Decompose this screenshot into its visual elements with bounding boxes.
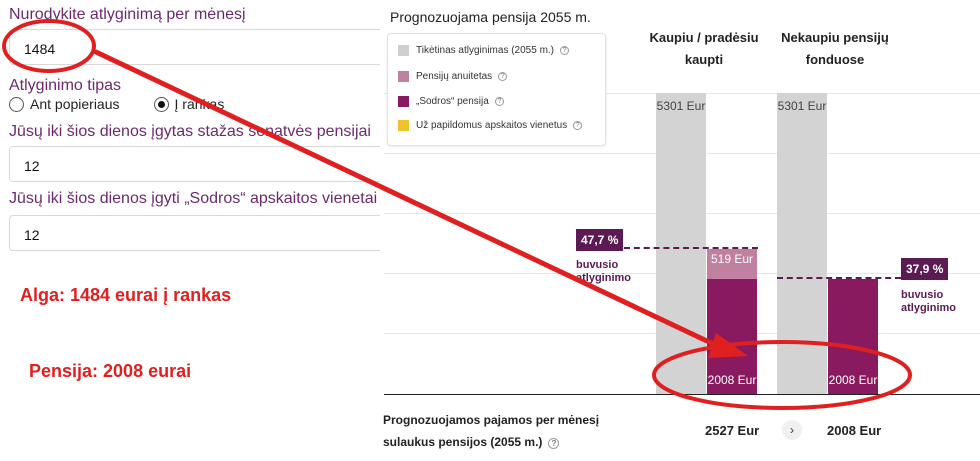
help-icon[interactable]: ? <box>498 72 508 81</box>
chart-title: Prognozuojama pensija 2055 m. <box>390 9 591 25</box>
legend-swatch <box>398 96 409 107</box>
note-line: atlyginimo <box>901 302 957 314</box>
bar-salary-accumulating <box>656 93 706 394</box>
legend-label: Pensijų anuitetas <box>416 71 493 82</box>
note-line: buvusio <box>576 259 619 271</box>
help-icon[interactable]: ? <box>573 121 583 130</box>
seniority-input[interactable]: 12 <box>9 146 380 182</box>
chart-baseline <box>384 394 980 395</box>
replacement-rate-note: buvusio atlyginimo <box>901 289 956 315</box>
column-header-line: fonduose <box>805 52 865 67</box>
column-header-accumulating: Kaupiu / pradėsiu kaupti <box>646 27 762 71</box>
legend-swatch <box>398 71 409 82</box>
total-accumulating: 2527 Eur <box>705 423 760 438</box>
salary-label: Nurodykite atlyginimą per mėnesį <box>9 6 246 23</box>
help-icon[interactable]: ? <box>560 46 570 55</box>
help-icon[interactable]: ? <box>548 438 560 449</box>
projected-income-text: sulaukus pensijos (2055 m.) <box>383 435 543 449</box>
chevron-right-icon[interactable]: › <box>782 420 802 440</box>
legend-label: „Sodros“ pensija <box>416 96 489 107</box>
pension-form: Nurodykite atlyginimą per mėnesį 1484 At… <box>0 0 380 461</box>
legend-swatch <box>398 120 409 131</box>
radio-net[interactable] <box>153 96 169 112</box>
replacement-rate-badge: 47,7 % <box>576 229 624 251</box>
note-line: atlyginimo <box>576 272 632 284</box>
legend-item-salary: Tikėtinas atlyginimas (2055 m.) ? <box>398 45 570 56</box>
salary-type-label: Atlyginimo tipas <box>9 77 122 94</box>
units-label: Jūsų iki šios dienos įgyti „Sodros“ apsk… <box>9 190 380 207</box>
replacement-rate-line <box>777 277 901 279</box>
replacement-rate-line <box>624 247 758 249</box>
bar-label-salary: 5301 Eur <box>656 99 706 113</box>
radio-net-label: Į rankas <box>174 96 225 112</box>
salary-annotation: Alga: 1484 eurai į rankas <box>20 285 232 305</box>
legend-label: Tikėtinas atlyginimas (2055 m.) <box>416 45 555 56</box>
projected-income-line: sulaukus pensijos (2055 m.)? <box>383 431 599 453</box>
salary-type-radio-group: Ant popieriaus Į rankas <box>9 96 224 112</box>
bar-label-salary: 5301 Eur <box>777 99 827 113</box>
column-header-line: kaupti <box>684 52 724 67</box>
bar-label-annuity: 519 Eur <box>710 252 754 266</box>
legend-item-sodra: „Sodros“ pensija ? <box>398 96 504 107</box>
projected-income-line: Prognozuojamos pajamos per mėnesį <box>383 413 600 427</box>
radio-gross[interactable] <box>9 96 24 112</box>
column-header-line: Nekaupiu pensijų <box>781 30 889 45</box>
legend-item-annuity: Pensijų anuitetas ? <box>398 71 508 82</box>
bar-salary-not-accumulating <box>777 93 827 394</box>
note-line: buvusio <box>901 289 944 301</box>
total-not-accumulating: 2008 Eur <box>827 423 882 438</box>
legend-item-extra-units: Už papildomus apskaitos vienetus ? <box>398 120 583 131</box>
pension-annotation: Pensija: 2008 eurai <box>29 361 192 381</box>
bar-label-sodra: 2008 Eur <box>707 373 757 387</box>
radio-gross-label: Ant popieriaus <box>30 96 120 112</box>
bar-label-sodra: 2008 Eur <box>828 373 878 387</box>
seniority-label: Jūsų iki šios dienos įgytas stažas senat… <box>9 123 371 140</box>
help-icon[interactable]: ? <box>494 97 504 106</box>
replacement-rate-badge: 37,9 % <box>901 258 949 280</box>
chart-legend: Tikėtinas atlyginimas (2055 m.) ? Pensij… <box>387 33 606 146</box>
column-header-not-accumulating: Nekaupiu pensijų fonduose <box>775 27 895 71</box>
legend-label: Už papildomus apskaitos vienetus <box>416 120 568 131</box>
legend-swatch <box>398 45 409 56</box>
replacement-rate-note: buvusio atlyginimo <box>576 259 631 285</box>
salary-input[interactable]: 1484 <box>9 29 380 65</box>
column-header-line: Kaupiu / pradėsiu <box>649 30 759 45</box>
projected-income-label: Prognozuojamos pajamos per mėnesį sulauk… <box>383 409 599 453</box>
units-input[interactable]: 12 <box>9 215 380 251</box>
